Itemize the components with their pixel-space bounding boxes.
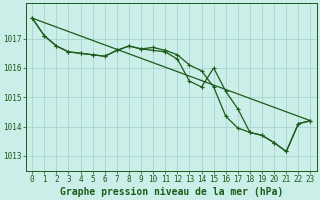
X-axis label: Graphe pression niveau de la mer (hPa): Graphe pression niveau de la mer (hPa) — [60, 186, 283, 197]
